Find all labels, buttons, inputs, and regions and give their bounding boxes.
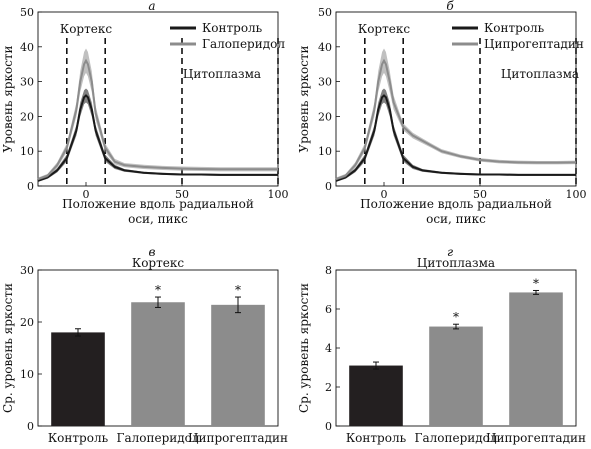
y-tick-label: 4 bbox=[325, 342, 332, 355]
bar bbox=[349, 365, 403, 426]
legend-label: Ципрогептадин bbox=[484, 37, 584, 51]
y-tick-label: 20 bbox=[318, 110, 332, 123]
y-tick-label: 30 bbox=[20, 264, 34, 277]
x-axis-label: Положение вдоль радиальной оси, пикс bbox=[62, 197, 254, 226]
x-tick-label: 0 bbox=[83, 188, 90, 201]
bar bbox=[509, 292, 563, 426]
y-tick-label: 0 bbox=[325, 420, 332, 433]
x-tick-label: 50 bbox=[473, 188, 487, 201]
series-error-band bbox=[38, 48, 278, 181]
y-tick-label: 20 bbox=[20, 110, 34, 123]
x-tick-label: 100 bbox=[268, 188, 289, 201]
y-tick-label: 0 bbox=[27, 420, 34, 433]
x-category-label: Контроль bbox=[346, 431, 407, 445]
x-axis-label-line: Положение вдоль радиальной bbox=[62, 197, 254, 211]
legend-label: Контроль bbox=[202, 21, 263, 35]
x-axis-label-line: оси, пикс bbox=[128, 212, 188, 226]
x-category-label: Контроль bbox=[48, 431, 109, 445]
x-tick-label: 100 bbox=[566, 188, 587, 201]
y-tick-label: 50 bbox=[318, 6, 332, 19]
x-tick-label: 50 bbox=[175, 188, 189, 201]
legend-label: Галоперидол bbox=[202, 37, 285, 51]
x-category-label: Галоперидол bbox=[117, 431, 200, 445]
x-category-label: Ципрогептадин bbox=[188, 431, 288, 445]
x-category-label: Ципрогептадин bbox=[486, 431, 586, 445]
series-line bbox=[335, 58, 577, 180]
y-axis-label: Ср. уровень яркости bbox=[297, 283, 311, 413]
x-axis-label-line: оси, пикс bbox=[426, 212, 486, 226]
bar bbox=[131, 302, 185, 426]
x-axis-label: Положение вдоль радиальной оси, пикс bbox=[360, 197, 552, 226]
legend-label: Контроль bbox=[484, 21, 545, 35]
y-tick-label: 40 bbox=[20, 41, 34, 54]
panel-letter: а bbox=[148, 0, 155, 13]
y-tick-label: 40 bbox=[318, 41, 332, 54]
y-tick-label: 10 bbox=[318, 145, 332, 158]
x-axis-label-line: Положение вдоль радиальной bbox=[360, 197, 552, 211]
y-tick-label: 10 bbox=[20, 145, 34, 158]
chart-title: Цитоплазма bbox=[417, 256, 495, 270]
annotation-cytoplasm: Цитоплазма bbox=[501, 67, 579, 81]
y-axis-label: Уровень яркости bbox=[1, 45, 15, 152]
panel-letter: г bbox=[447, 245, 453, 259]
annotation-cortex: Кортекс bbox=[60, 22, 112, 36]
panel-letter: в bbox=[149, 245, 156, 259]
y-tick-label: 0 bbox=[27, 180, 34, 193]
y-axis-label: Ср. уровень яркости bbox=[1, 283, 15, 413]
y-tick-label: 30 bbox=[318, 76, 332, 89]
significance-star: * bbox=[235, 283, 241, 297]
series-line bbox=[37, 58, 278, 180]
y-tick-label: 6 bbox=[325, 303, 332, 316]
x-category-label: Галоперидол bbox=[415, 431, 498, 445]
significance-star: * bbox=[453, 310, 459, 324]
series-line bbox=[37, 94, 278, 182]
y-tick-label: 30 bbox=[20, 76, 34, 89]
significance-star: * bbox=[155, 283, 161, 297]
y-tick-label: 50 bbox=[20, 6, 34, 19]
bar bbox=[211, 304, 265, 426]
panel-letter: б bbox=[446, 0, 454, 13]
y-axis-label: Уровень яркости bbox=[297, 45, 311, 152]
y-tick-label: 10 bbox=[20, 368, 34, 381]
y-tick-label: 20 bbox=[20, 316, 34, 329]
bar bbox=[429, 326, 483, 426]
bar bbox=[51, 332, 105, 426]
significance-star: * bbox=[533, 276, 539, 290]
series-error-band bbox=[336, 48, 576, 181]
y-tick-label: 0 bbox=[325, 180, 332, 193]
x-tick-label: 0 bbox=[381, 188, 388, 201]
y-tick-label: 8 bbox=[325, 264, 332, 277]
y-tick-label: 2 bbox=[325, 381, 332, 394]
chart-title: Кортекс bbox=[132, 256, 184, 270]
series-line bbox=[335, 94, 576, 182]
annotation-cortex: Кортекс bbox=[358, 22, 410, 36]
annotation-cytoplasm: Цитоплазма bbox=[183, 67, 261, 81]
